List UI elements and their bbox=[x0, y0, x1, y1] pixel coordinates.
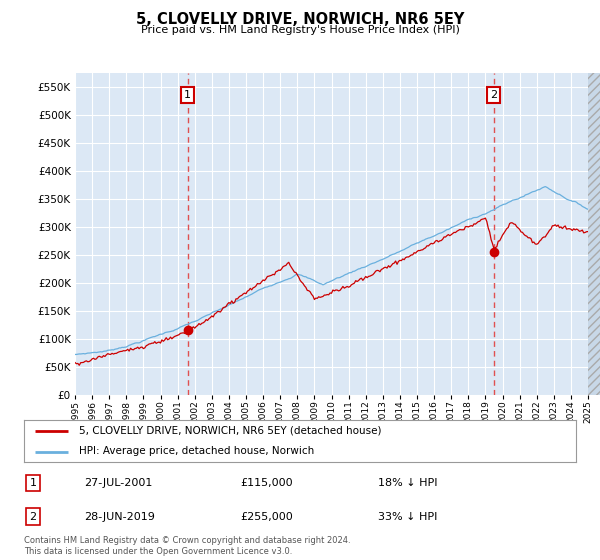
Text: 2: 2 bbox=[490, 90, 497, 100]
Text: £115,000: £115,000 bbox=[240, 478, 293, 488]
Text: 2: 2 bbox=[29, 512, 37, 521]
Text: 27-JUL-2001: 27-JUL-2001 bbox=[84, 478, 152, 488]
Text: 18% ↓ HPI: 18% ↓ HPI bbox=[378, 478, 437, 488]
Text: 1: 1 bbox=[29, 478, 37, 488]
Text: 33% ↓ HPI: 33% ↓ HPI bbox=[378, 512, 437, 521]
Text: 5, CLOVELLY DRIVE, NORWICH, NR6 5EY: 5, CLOVELLY DRIVE, NORWICH, NR6 5EY bbox=[136, 12, 464, 27]
Text: HPI: Average price, detached house, Norwich: HPI: Average price, detached house, Norw… bbox=[79, 446, 314, 456]
Text: £255,000: £255,000 bbox=[240, 512, 293, 521]
Text: 28-JUN-2019: 28-JUN-2019 bbox=[84, 512, 155, 521]
Text: Contains HM Land Registry data © Crown copyright and database right 2024.
This d: Contains HM Land Registry data © Crown c… bbox=[24, 536, 350, 556]
Text: 5, CLOVELLY DRIVE, NORWICH, NR6 5EY (detached house): 5, CLOVELLY DRIVE, NORWICH, NR6 5EY (det… bbox=[79, 426, 382, 436]
Text: Price paid vs. HM Land Registry's House Price Index (HPI): Price paid vs. HM Land Registry's House … bbox=[140, 25, 460, 35]
Text: 1: 1 bbox=[184, 90, 191, 100]
